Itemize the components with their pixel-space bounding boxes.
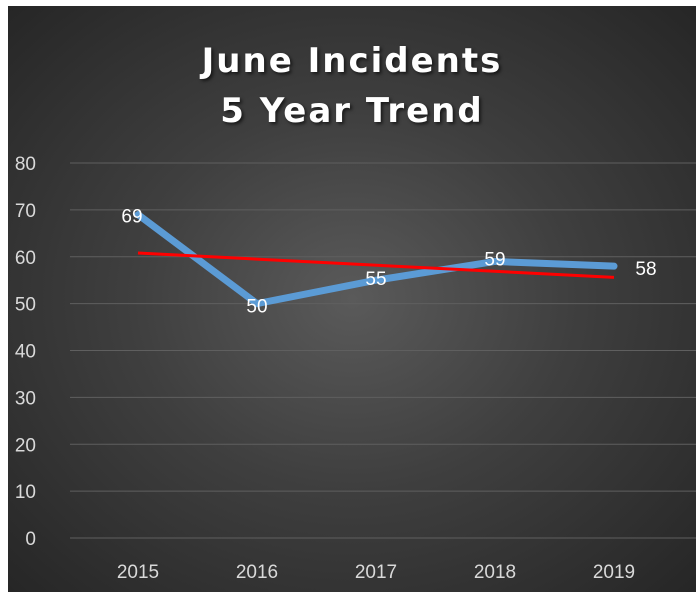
y-tick-label: 10 xyxy=(15,482,36,503)
x-tick-label: 2018 xyxy=(474,562,516,583)
x-tick-label: 2017 xyxy=(355,562,397,583)
data-label: 69 xyxy=(121,207,142,228)
chart-title-line-1: June Incidents xyxy=(201,41,503,81)
y-tick-label: 30 xyxy=(15,388,36,409)
plot-area: 0 10 20 30 40 50 60 70 80 2015 2016 2017 2018 2019 69 5… xyxy=(15,154,696,583)
series-line xyxy=(134,211,618,308)
y-tick-label: 60 xyxy=(15,248,36,269)
data-label: 50 xyxy=(246,297,267,318)
y-tick-label: 50 xyxy=(15,295,36,316)
y-tick-label: 0 xyxy=(25,529,36,550)
chart-title-line-2: 5 Year Trend xyxy=(220,91,484,131)
y-tick-label: 70 xyxy=(15,201,36,222)
data-label: 55 xyxy=(365,269,386,290)
x-tick-label: 2016 xyxy=(236,562,278,583)
data-label: 58 xyxy=(635,259,656,280)
x-tick-label: 2019 xyxy=(593,562,635,583)
y-tick-label: 80 xyxy=(15,154,36,175)
chart-title: June Incidents 5 Year Trend xyxy=(8,36,696,136)
trendline xyxy=(137,251,615,279)
x-tick-label: 2015 xyxy=(117,562,159,583)
y-tick-label: 40 xyxy=(15,342,36,363)
chart-area: June Incidents 5 Year Trend 0 10 20 30 40 50 6… xyxy=(8,6,696,592)
y-tick-label: 20 xyxy=(15,435,36,456)
data-label: 59 xyxy=(484,249,505,270)
